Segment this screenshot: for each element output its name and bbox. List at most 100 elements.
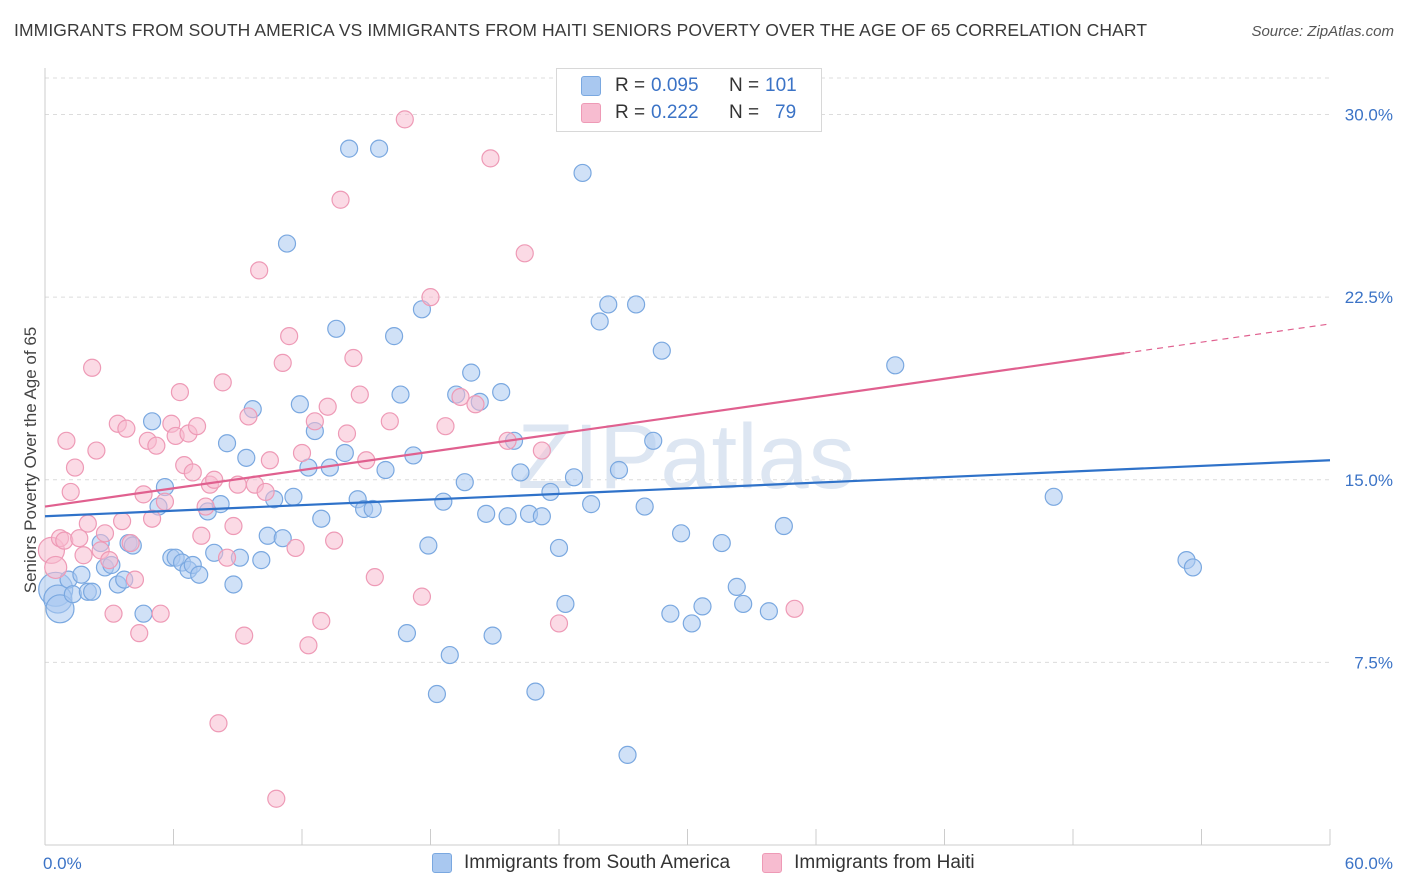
data-point-south-america xyxy=(483,626,502,645)
data-point-haiti xyxy=(235,626,254,645)
data-point-haiti xyxy=(365,568,384,587)
legend-n-value: 101 xyxy=(765,75,797,96)
data-point-south-america xyxy=(134,604,153,623)
data-point-haiti xyxy=(209,714,228,733)
data-point-south-america xyxy=(384,327,404,346)
data-point-haiti xyxy=(192,526,211,545)
data-point-haiti xyxy=(412,587,432,606)
data-point-south-america xyxy=(237,448,256,467)
bottom-legend-item-haiti[interactable]: Immigrants from Haiti xyxy=(762,852,975,874)
data-point-haiti xyxy=(350,385,369,404)
legend-swatch-blue xyxy=(581,76,601,96)
data-point-haiti xyxy=(155,492,175,511)
data-point-south-america xyxy=(363,499,382,519)
data-point-south-america xyxy=(682,614,701,633)
data-point-south-america xyxy=(759,602,778,621)
data-point-haiti xyxy=(187,417,207,436)
data-point-haiti xyxy=(196,497,215,516)
data-point-south-america xyxy=(492,383,511,402)
data-point-haiti xyxy=(466,395,485,414)
data-point-south-america xyxy=(635,497,654,516)
data-point-south-america xyxy=(590,312,609,331)
legend-r-label: R = xyxy=(615,102,646,123)
data-point-haiti xyxy=(260,451,279,470)
data-point-south-america xyxy=(45,594,75,624)
data-point-south-america xyxy=(564,468,584,487)
data-point-south-america xyxy=(734,594,753,614)
data-point-haiti xyxy=(239,407,258,426)
bottom-legend-swatch-blue xyxy=(432,853,452,873)
y-tick-label: 15.0% xyxy=(1345,471,1393,490)
data-point-haiti xyxy=(151,604,170,623)
data-point-haiti xyxy=(142,509,162,528)
data-point-south-america xyxy=(1183,558,1203,577)
data-point-south-america xyxy=(284,487,303,506)
data-point-south-america xyxy=(327,319,346,338)
axes xyxy=(44,68,1331,846)
data-point-south-america xyxy=(661,604,680,623)
data-point-south-america xyxy=(774,516,793,536)
data-point-haiti xyxy=(70,529,89,548)
data-point-haiti xyxy=(331,190,350,209)
data-point-haiti xyxy=(481,149,500,168)
data-point-haiti xyxy=(147,436,166,455)
data-point-south-america xyxy=(419,536,438,555)
data-point-south-america xyxy=(224,575,243,594)
y-axis-label-wrap: Seniors Poverty Over the Age of 65 xyxy=(16,300,46,620)
legend-row-south-america: R = 0.095 N = 101 xyxy=(581,74,797,98)
data-point-south-america xyxy=(1044,487,1063,506)
bottom-legend-label-haiti: Immigrants from Haiti xyxy=(794,852,975,873)
data-point-south-america xyxy=(211,495,230,514)
data-point-south-america xyxy=(582,495,601,514)
bottom-legend-item-south-america[interactable]: Immigrants from South America xyxy=(432,852,730,874)
x-tick-label: 0.0% xyxy=(43,854,82,873)
data-point-haiti xyxy=(250,261,269,280)
legend-r-label: R = xyxy=(615,75,646,96)
data-point-haiti xyxy=(87,441,106,460)
data-point-haiti xyxy=(256,482,275,502)
y-tick-label: 30.0% xyxy=(1345,106,1393,125)
data-point-haiti xyxy=(785,599,804,618)
legend-r-value: 0.095 xyxy=(651,75,699,96)
data-point-south-america xyxy=(273,529,292,548)
data-point-haiti xyxy=(299,636,318,655)
data-point-haiti xyxy=(100,551,119,570)
data-point-south-america xyxy=(142,412,162,431)
data-point-south-america xyxy=(63,585,82,604)
data-point-haiti xyxy=(292,443,312,463)
data-point-south-america xyxy=(609,460,629,480)
data-point-haiti xyxy=(170,383,190,402)
source-label: Source: ZipAtlas.com xyxy=(1251,23,1394,40)
data-point-south-america xyxy=(541,482,560,502)
data-point-south-america xyxy=(556,594,575,614)
data-point-south-america xyxy=(391,385,410,404)
trend-line-haiti xyxy=(44,352,1125,508)
data-point-south-america xyxy=(252,551,271,570)
data-point-south-america xyxy=(671,524,691,543)
data-point-haiti xyxy=(121,533,140,553)
data-point-haiti xyxy=(337,424,357,443)
data-point-haiti xyxy=(217,548,237,567)
legend-n-value: 79 xyxy=(775,102,797,123)
data-point-south-america xyxy=(376,460,395,480)
data-point-south-america xyxy=(693,597,712,616)
data-point-haiti xyxy=(549,614,569,633)
data-point-haiti xyxy=(344,348,363,368)
data-point-south-america xyxy=(434,492,453,511)
tick-labels: 7.5% 15.0% 22.5% 30.0% 0.0% 60.0% xyxy=(43,106,1393,873)
data-point-haiti xyxy=(61,482,80,502)
y-axis-label: Seniors Poverty Over the Age of 65 xyxy=(21,326,40,594)
data-point-south-america xyxy=(549,538,569,558)
legend: R = 0.095 N = 101 R = 0.222 N = 79 xyxy=(556,68,822,132)
trend-lines xyxy=(44,323,1331,518)
data-point-haiti xyxy=(55,531,74,550)
data-point-haiti xyxy=(183,463,202,482)
data-point-haiti xyxy=(273,353,292,372)
legend-r-value: 0.222 xyxy=(651,102,699,123)
data-point-south-america xyxy=(886,356,905,375)
data-point-haiti xyxy=(44,555,68,580)
data-point-haiti xyxy=(104,604,123,623)
legend-swatch-pink xyxy=(581,103,601,123)
data-point-south-america xyxy=(217,434,237,453)
